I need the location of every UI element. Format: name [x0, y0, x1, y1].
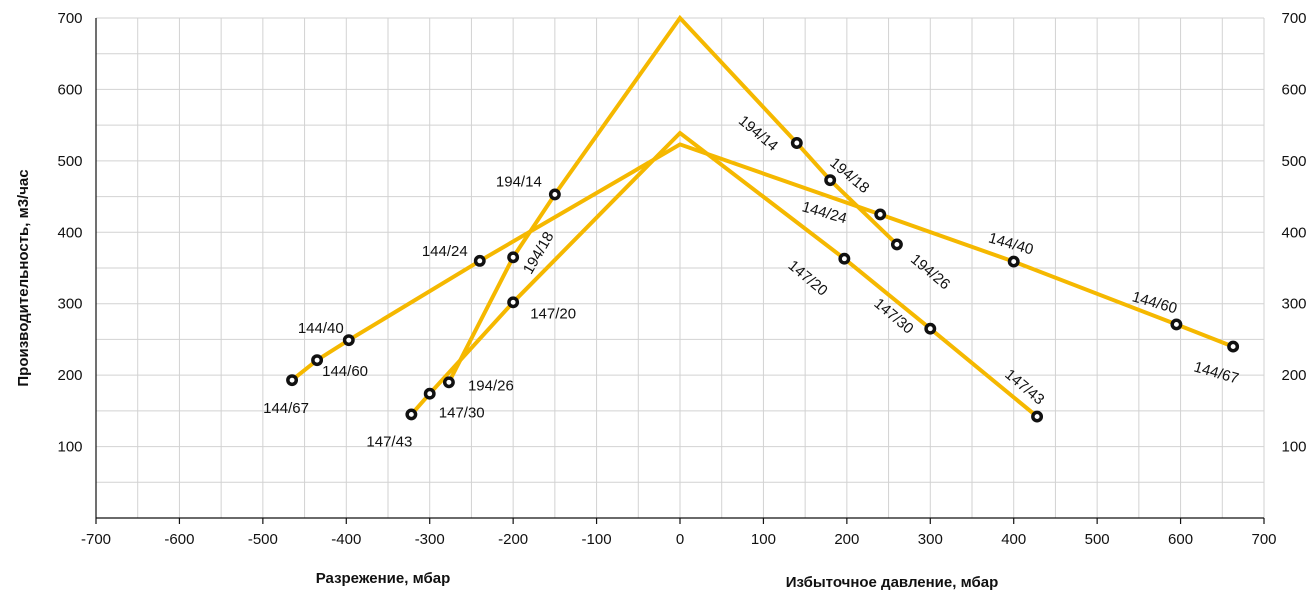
point-label: 147/43	[1001, 366, 1047, 409]
x-tick-label: -400	[331, 531, 361, 548]
point-label: 194/26	[468, 377, 514, 394]
y-tick-label-left: 600	[57, 81, 82, 98]
series-line-1	[290, 142, 1236, 383]
x-tick-label: 300	[918, 531, 943, 548]
point-label: 147/43	[366, 433, 412, 450]
data-point	[838, 252, 851, 265]
data-point	[507, 251, 520, 264]
data-point	[790, 137, 803, 149]
y-tick-label-right: 100	[1281, 439, 1306, 456]
x-tick-label: 700	[1251, 531, 1276, 548]
x-tick-label: 600	[1168, 531, 1193, 548]
data-point	[423, 387, 436, 400]
data-point	[874, 208, 887, 221]
series-lines	[290, 14, 1236, 419]
x-tick-label: -100	[582, 531, 612, 548]
x-tick-label: 500	[1085, 531, 1110, 548]
data-point	[1031, 410, 1044, 423]
x-tick-label: 100	[751, 531, 776, 548]
y-axis-title: Производительность, м3/час	[15, 169, 32, 386]
y-tick-label-right: 500	[1281, 153, 1306, 170]
x-tick-label: -500	[248, 531, 278, 548]
point-label: 144/67	[263, 400, 309, 417]
point-label: 144/60	[1130, 288, 1179, 317]
y-tick-label-left: 100	[57, 439, 82, 456]
x-axis-title-overpressure: Избыточное давление, мбар	[786, 574, 999, 590]
data-points	[286, 137, 1240, 423]
data-point	[924, 322, 937, 335]
y-tick-label-right: 400	[1281, 224, 1306, 241]
point-label: 147/20	[530, 305, 576, 322]
series-line-3	[446, 14, 899, 385]
grid	[95, 17, 1265, 518]
point-label: 144/40	[298, 320, 344, 337]
y-tick-label-left: 300	[57, 296, 82, 313]
data-point	[548, 188, 561, 201]
y-tick-label-right: 200	[1281, 367, 1306, 384]
y-tick-label-right: 600	[1281, 81, 1306, 98]
point-label: 194/14	[496, 173, 542, 190]
x-tick-label: 400	[1001, 531, 1026, 548]
y-tick-label-left: 200	[57, 367, 82, 384]
data-point	[442, 376, 455, 389]
x-tick-label: 200	[834, 531, 859, 548]
data-point	[1170, 318, 1183, 331]
data-point	[473, 254, 486, 267]
data-point	[405, 408, 418, 421]
point-label: 147/20	[785, 257, 831, 300]
y-tick-label-left: 700	[57, 10, 82, 27]
data-point	[342, 334, 355, 347]
data-point	[286, 374, 299, 387]
y-tick-label-left: 500	[57, 153, 82, 170]
point-label: 144/24	[422, 243, 468, 260]
x-tick-label: 0	[676, 531, 684, 548]
y-tick-label-right: 700	[1281, 10, 1306, 27]
point-label: 144/60	[322, 363, 368, 380]
x-tick-label: -600	[164, 531, 194, 548]
tick-labels: -700 -600 -500 -400 -300 -200 -100 0 100 200 300 40…	[57, 10, 1306, 548]
point-labels: 144/67144/40144/24144/24144/40144/60144/…	[263, 112, 1241, 450]
data-point	[890, 238, 903, 251]
point-label: 147/30	[871, 295, 917, 338]
y-tick-label-left: 400	[57, 224, 82, 241]
x-tick-label: -300	[415, 531, 445, 548]
data-point	[1227, 340, 1240, 353]
data-point	[1007, 255, 1020, 268]
data-point	[311, 354, 324, 367]
axes	[95, 18, 1265, 524]
x-tick-label: -700	[81, 531, 111, 548]
point-label: 147/30	[439, 405, 485, 422]
x-axis-title-vacuum: Разрежение, мбар	[316, 570, 451, 587]
point-label: 144/67	[1192, 359, 1241, 388]
x-tick-label: -200	[498, 531, 528, 548]
data-point	[824, 174, 837, 187]
data-point	[507, 296, 520, 309]
y-tick-label-right: 300	[1281, 296, 1306, 313]
